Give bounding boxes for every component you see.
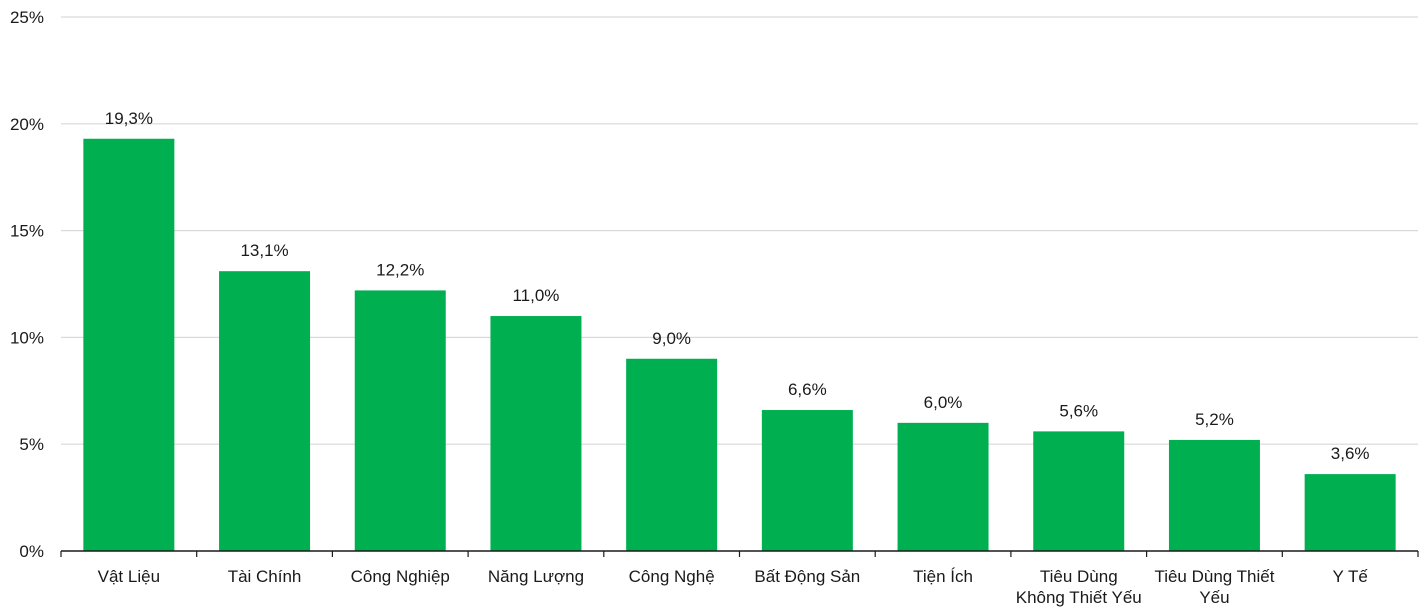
data-label: 13,1% (240, 241, 288, 260)
y-tick-label: 5% (19, 435, 44, 454)
bar (761, 410, 853, 551)
bar (897, 422, 989, 551)
bar (1168, 439, 1260, 551)
x-category-label: Công Nghiệp (351, 567, 450, 586)
data-label: 12,2% (376, 260, 424, 279)
bar (490, 316, 582, 551)
x-axis (60, 550, 1419, 557)
x-category-label: Tiêu Dùng (1040, 567, 1118, 586)
x-category-label: Yếu (1199, 588, 1229, 607)
bar (354, 290, 446, 551)
data-label: 11,0% (512, 286, 559, 305)
x-category-label: Tài Chính (228, 567, 302, 586)
y-tick-label: 0% (19, 542, 44, 561)
bar (1304, 474, 1396, 551)
x-category-label: Tiện Ích (913, 567, 973, 586)
y-axis-tick-labels: 0% 5% 10% 15% 20% 25% (10, 8, 44, 561)
data-label: 6,6% (788, 380, 827, 399)
bar (83, 138, 175, 551)
bar (1033, 431, 1125, 551)
y-tick-label: 25% (10, 8, 44, 27)
y-tick-label: 10% (10, 328, 44, 347)
data-label: 9,0% (652, 329, 691, 348)
x-category-label: Vật Liệu (98, 567, 160, 586)
x-category-label: Y Tế (1333, 567, 1369, 586)
y-tick-label: 20% (10, 115, 44, 134)
x-category-label: Bất Động Sản (754, 567, 860, 586)
bar (626, 358, 718, 551)
data-label: 6,0% (924, 393, 963, 412)
x-category-label: Công Nghệ (629, 567, 715, 586)
x-category-label: Năng Lượng (488, 567, 584, 586)
bar (219, 271, 311, 551)
bars (83, 138, 1396, 551)
data-label: 5,6% (1059, 401, 1098, 420)
data-label: 3,6% (1331, 444, 1370, 463)
data-label: 19,3% (105, 109, 153, 128)
x-category-label: Không Thiết Yếu (1016, 588, 1142, 607)
y-tick-label: 15% (10, 222, 44, 241)
x-axis-category-labels: Vật Liệu Tài Chính Công Nghiệp Năng Lượng Cô… (98, 567, 1369, 607)
x-category-label: Tiêu Dùng Thiết (1154, 567, 1274, 586)
data-labels: 19,3% 13,1% 12,2% 11,0% 9,0% 6,6% 6,0% 5,6% 5,2%… (105, 109, 1370, 463)
data-label: 5,2% (1195, 410, 1234, 429)
